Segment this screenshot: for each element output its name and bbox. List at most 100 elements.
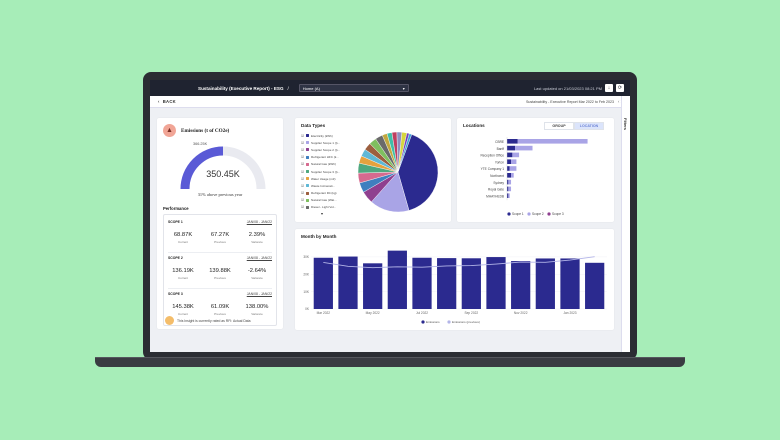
legend-dot <box>421 320 425 324</box>
scope-range[interactable]: JAN/08 - JAN/22 <box>246 256 272 260</box>
checkbox-icon: ☑ <box>301 191 305 196</box>
legend-swatch <box>306 141 310 145</box>
y-tick-label: 0K <box>305 307 310 311</box>
legend-item[interactable]: ☑ Waste Incinerati... <box>301 182 351 189</box>
dashboard-screen: Sustainability (Executive Report) - ESG … <box>150 80 630 352</box>
scope-current: 136.19K <box>172 268 194 274</box>
legend-label: Water Usage (m3) <box>311 176 336 181</box>
month-bar <box>363 263 383 309</box>
month-bar <box>412 257 432 309</box>
gauge-top-label: 366.25K <box>193 142 208 146</box>
locations-title: Locations <box>463 123 485 128</box>
month-bar <box>511 261 531 309</box>
data-types-title: Data Types <box>301 123 326 128</box>
legend-label: Emissions <box>426 320 440 324</box>
toggle-location[interactable]: LOCATION <box>574 122 604 130</box>
back-button[interactable]: ‹ BACK <box>158 99 176 104</box>
scope-previous: 67.27K <box>210 232 230 238</box>
x-tick-label: Nov 2022 <box>514 311 528 315</box>
previous-label: Previous <box>214 240 226 244</box>
month-bar <box>387 250 407 309</box>
legend-swatch <box>306 205 310 209</box>
month-bar <box>461 258 481 309</box>
location-bar <box>511 173 514 178</box>
month-bar <box>338 256 358 309</box>
legend-label: Supplier Scope 3 (t)... <box>311 169 341 174</box>
rating-dot-icon <box>165 316 174 325</box>
legend-item[interactable]: ☑ Supplier Scope 3 (t)... <box>301 168 351 175</box>
legend-swatch <box>306 148 310 152</box>
location-label: MHAYHEDB <box>486 194 504 198</box>
legend-item[interactable]: ☑ Diesel - Light Vol... <box>301 204 351 211</box>
current-label: Current <box>177 240 188 244</box>
location-bar <box>507 193 509 198</box>
share-button[interactable]: ⟳ <box>616 84 624 92</box>
factory-icon: ▲ <box>163 124 176 137</box>
laptop-base <box>95 358 685 367</box>
month-bar <box>560 258 580 309</box>
checkbox-icon: ☑ <box>301 183 305 188</box>
legend-label: Diesel - Light Vol... <box>311 205 337 210</box>
legend-item[interactable]: ☑ Natural Gas (Wat... <box>301 197 351 204</box>
location-bar <box>507 173 512 178</box>
toggle-group[interactable]: GROUP <box>544 122 574 130</box>
legend-label: Supplier Scope 2 (t)... <box>311 147 341 152</box>
download-button[interactable]: ↓ <box>605 84 613 92</box>
checkbox-icon: ☑ <box>301 162 305 167</box>
month-by-month-card: 0K 10K 20K 30K Mar 2022 May 2022 Jul 2022 Sep 2… <box>295 229 614 330</box>
current-label: Current <box>177 276 188 280</box>
legend-item[interactable]: ☑ Refrigerant R4 (kg) <box>301 190 351 197</box>
previous-label: Previous <box>214 312 226 316</box>
scope-range[interactable]: JAN/08 - JAN/22 <box>246 292 272 296</box>
y-tick-label: 30K <box>303 255 310 259</box>
data-types-card: Data Types ☑ Electricity (kWh) ☑ Supplier S… <box>295 118 451 222</box>
month-bar <box>585 262 605 309</box>
legend-label: Supplier Scope 1 (t)... <box>311 140 341 145</box>
legend-label: Waste Incinerati... <box>311 183 335 188</box>
legend-item[interactable]: ☑ Natural Gas (kWh) <box>301 161 351 168</box>
download-icon: ↓ <box>607 85 611 91</box>
scope-variance: 138.00% <box>245 304 269 310</box>
checkbox-icon: ☑ <box>301 169 305 174</box>
share-icon: ⟳ <box>617 85 623 91</box>
chevron-down-icon: ▾ <box>402 85 405 91</box>
back-label: BACK <box>162 99 176 104</box>
page-dropdown[interactable]: Home (A) ▾ <box>298 84 409 92</box>
legend-swatch <box>306 184 310 188</box>
scope-range[interactable]: JAN/08 - JAN/22 <box>246 220 272 224</box>
legend-item[interactable]: ☑ Electricity (kWh) <box>301 132 351 139</box>
scope-variance: -2.64% <box>247 268 267 274</box>
legend-swatch <box>306 177 310 181</box>
legend-label: Scope 2 <box>532 212 544 216</box>
location-bar <box>509 166 517 171</box>
caret-down-icon[interactable]: ▾ <box>321 211 324 217</box>
month-bar <box>313 257 333 309</box>
legend-item[interactable]: ☑ Supplier Scope 2 (t)... <box>301 146 351 153</box>
legend-item[interactable]: ☑ Supplier Scope 1 (t)... <box>301 139 351 146</box>
scope-name: SCOPE 2 <box>168 256 183 260</box>
filters-panel-toggle[interactable]: Filters <box>621 96 630 352</box>
pie-slice <box>397 133 412 173</box>
locations-card: CBRE Banff Reception Office Yorton YTE Compa… <box>457 118 614 222</box>
location-toggle: GROUP LOCATION <box>544 122 604 130</box>
chevron-left-icon: ‹ <box>158 99 160 104</box>
legend-swatch <box>306 170 310 174</box>
pie-slice <box>397 134 439 211</box>
scope-variance: 2.39% <box>248 232 266 238</box>
current-label: Current <box>177 312 188 316</box>
legend-label: Natural Gas (Wat... <box>311 198 337 203</box>
location-label: Northcent <box>490 174 504 178</box>
data-quality-text: This Insight is currently rated as RFI: … <box>177 318 251 323</box>
month-bar <box>486 257 506 309</box>
title-separator: / <box>287 85 289 91</box>
legend-item[interactable]: ☑ Refrigerant HFC (k... <box>301 154 351 161</box>
legend-item[interactable]: ☑ Water Usage (m3) <box>301 175 351 182</box>
previous-year-line <box>323 256 595 269</box>
month-by-month-title: Month by Month <box>301 234 337 239</box>
pagination-arrows-icon[interactable]: ‹ › <box>618 99 622 104</box>
legend-label: Scope 3 <box>552 212 564 216</box>
checkbox-icon: ☑ <box>301 198 305 203</box>
legend-label: Emissions (previous) <box>452 320 480 324</box>
page-dropdown-value: Home (A) <box>302 85 320 91</box>
emissions-title: Emissions (t of CO2e) <box>181 127 230 134</box>
